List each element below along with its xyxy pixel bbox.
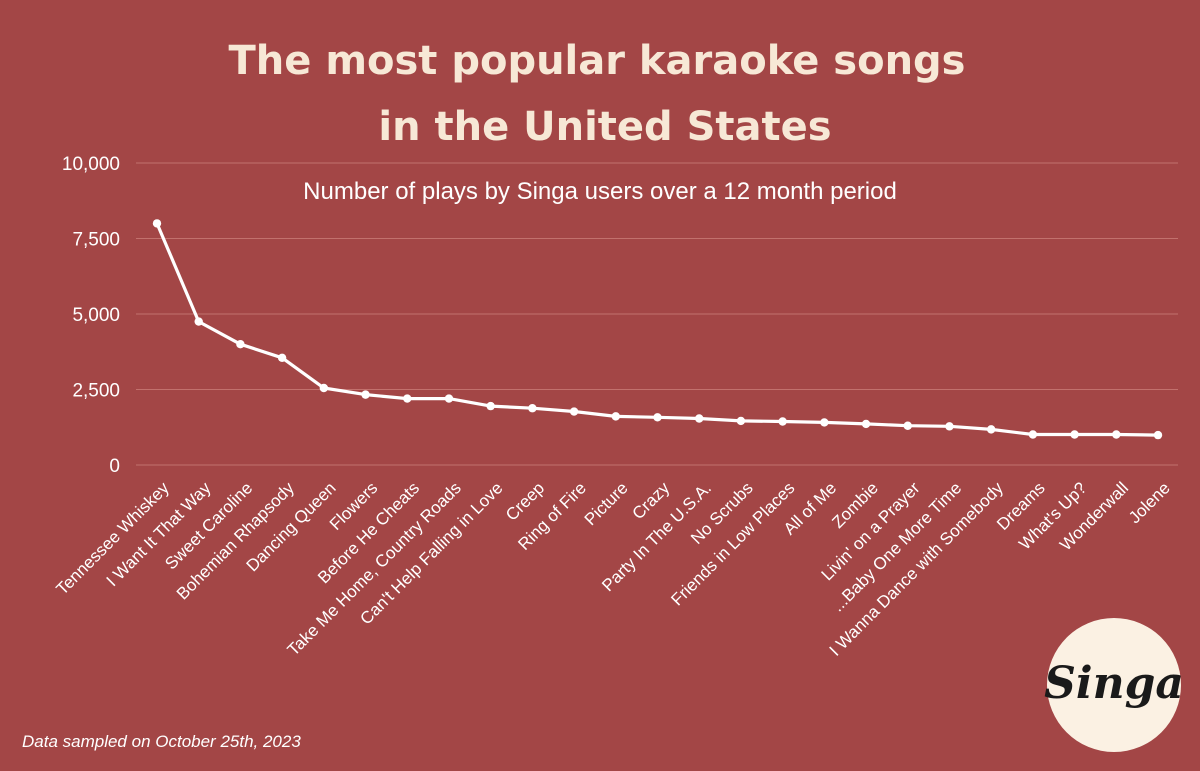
data-point: [569, 407, 579, 416]
data-point: [319, 383, 329, 393]
data-point: [1112, 430, 1121, 439]
data-point: [277, 353, 287, 362]
data-point: [152, 219, 162, 228]
chart-title-line-1: The most popular karaoke songs: [229, 38, 966, 84]
data-point: [1153, 430, 1163, 440]
data-point: [820, 418, 829, 427]
x-tick-label: Picture: [581, 478, 632, 529]
data-point: [736, 416, 746, 426]
data-point: [653, 413, 662, 422]
data-point: [361, 390, 370, 399]
data-point: [1028, 430, 1038, 439]
data-point: [861, 419, 871, 429]
y-tick-label: 2,500: [72, 381, 120, 402]
y-axis-ticks: 0 2,500 5,000 7,500 10,000: [62, 154, 120, 477]
data-point: [903, 421, 912, 430]
x-tick-label: Jolene: [1125, 478, 1174, 527]
y-tick-label: 7,500: [72, 230, 120, 251]
footer-note: Data sampled on October 25th, 2023: [22, 732, 301, 751]
data-point: [403, 394, 412, 403]
data-point: [528, 404, 537, 413]
data-point: [1070, 430, 1079, 439]
logo-wordmark: Singa: [1044, 658, 1184, 709]
data-point: [695, 414, 704, 423]
series-line: [155, 222, 1159, 437]
y-tick-label: 0: [109, 456, 120, 477]
y-tick-label: 5,000: [72, 305, 120, 326]
chart-title-line-2: in the United States: [378, 104, 831, 150]
grid-lines: [136, 162, 1178, 466]
series-plays: [152, 219, 1163, 440]
data-point: [778, 417, 787, 426]
data-point: [194, 317, 203, 326]
data-point: [444, 394, 454, 403]
data-point: [986, 425, 996, 434]
data-point: [945, 422, 954, 431]
chart-subtitle: Number of plays by Singa users over a 12…: [303, 178, 897, 205]
data-point: [611, 412, 620, 421]
y-tick-label: 10,000: [62, 154, 120, 175]
data-point: [236, 340, 245, 349]
data-point: [486, 401, 495, 411]
singa-logo: Singa: [1044, 618, 1184, 752]
logo-badge: [1047, 618, 1181, 752]
